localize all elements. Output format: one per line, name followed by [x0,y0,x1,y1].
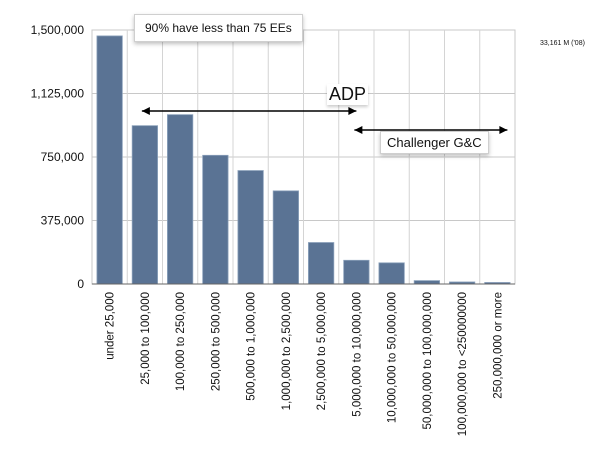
x-tick-label: 100,000,000 to <250000000 [457,292,469,436]
bar [343,259,370,285]
x-tick-label: 10,000,000 to 50,000,000 [387,292,399,423]
bar [96,35,123,285]
corner-note: 33,161 M ('08) [540,40,585,47]
challenger-range-arrow [354,126,508,134]
x-tick-label: 100,000 to 250,000 [175,292,187,391]
callout-less-than-75-ees: 90% have less than 75 EEs [134,14,303,42]
adp-range-arrow [141,107,357,115]
adp-label: ADP [327,84,369,105]
y-tick-label: 750,000 [41,150,85,164]
arrow-head-left [354,126,363,134]
bar [131,125,158,285]
y-tick-label: 1,500,000 [31,23,85,37]
challenger-label: Challenger G&C [380,131,489,154]
arrow-head-right [499,126,508,134]
bar [413,280,440,285]
y-tick-label: 1,125,000 [31,87,85,101]
y-tick-label: 0 [77,277,84,291]
bar [167,114,194,285]
bar [378,262,405,285]
x-tick-label: 250,000 to 500,000 [210,292,222,391]
arrow-head-left [141,107,150,115]
bar [308,242,335,285]
bar [202,154,229,285]
x-tick-label: 5,000,000 to 10,000,000 [351,292,363,417]
y-tick-label: 375,000 [41,214,85,228]
bar [237,170,264,285]
bar [272,190,299,285]
x-tick-label: 2,500,000 to 5,000,000 [316,292,328,410]
x-tick-label: 500,000 to 1,000,000 [246,292,258,401]
x-tick-label: 25,000 to 100,000 [140,292,152,385]
arrow-head-right [348,107,357,115]
x-tick-label: 1,000,000 to 2,500,000 [281,292,293,410]
x-tick-label: 250,000,000 or more [492,292,504,399]
x-tick-label: under 25,000 [105,292,117,360]
x-tick-label: 50,000,000 to 100,000,000 [422,292,434,430]
